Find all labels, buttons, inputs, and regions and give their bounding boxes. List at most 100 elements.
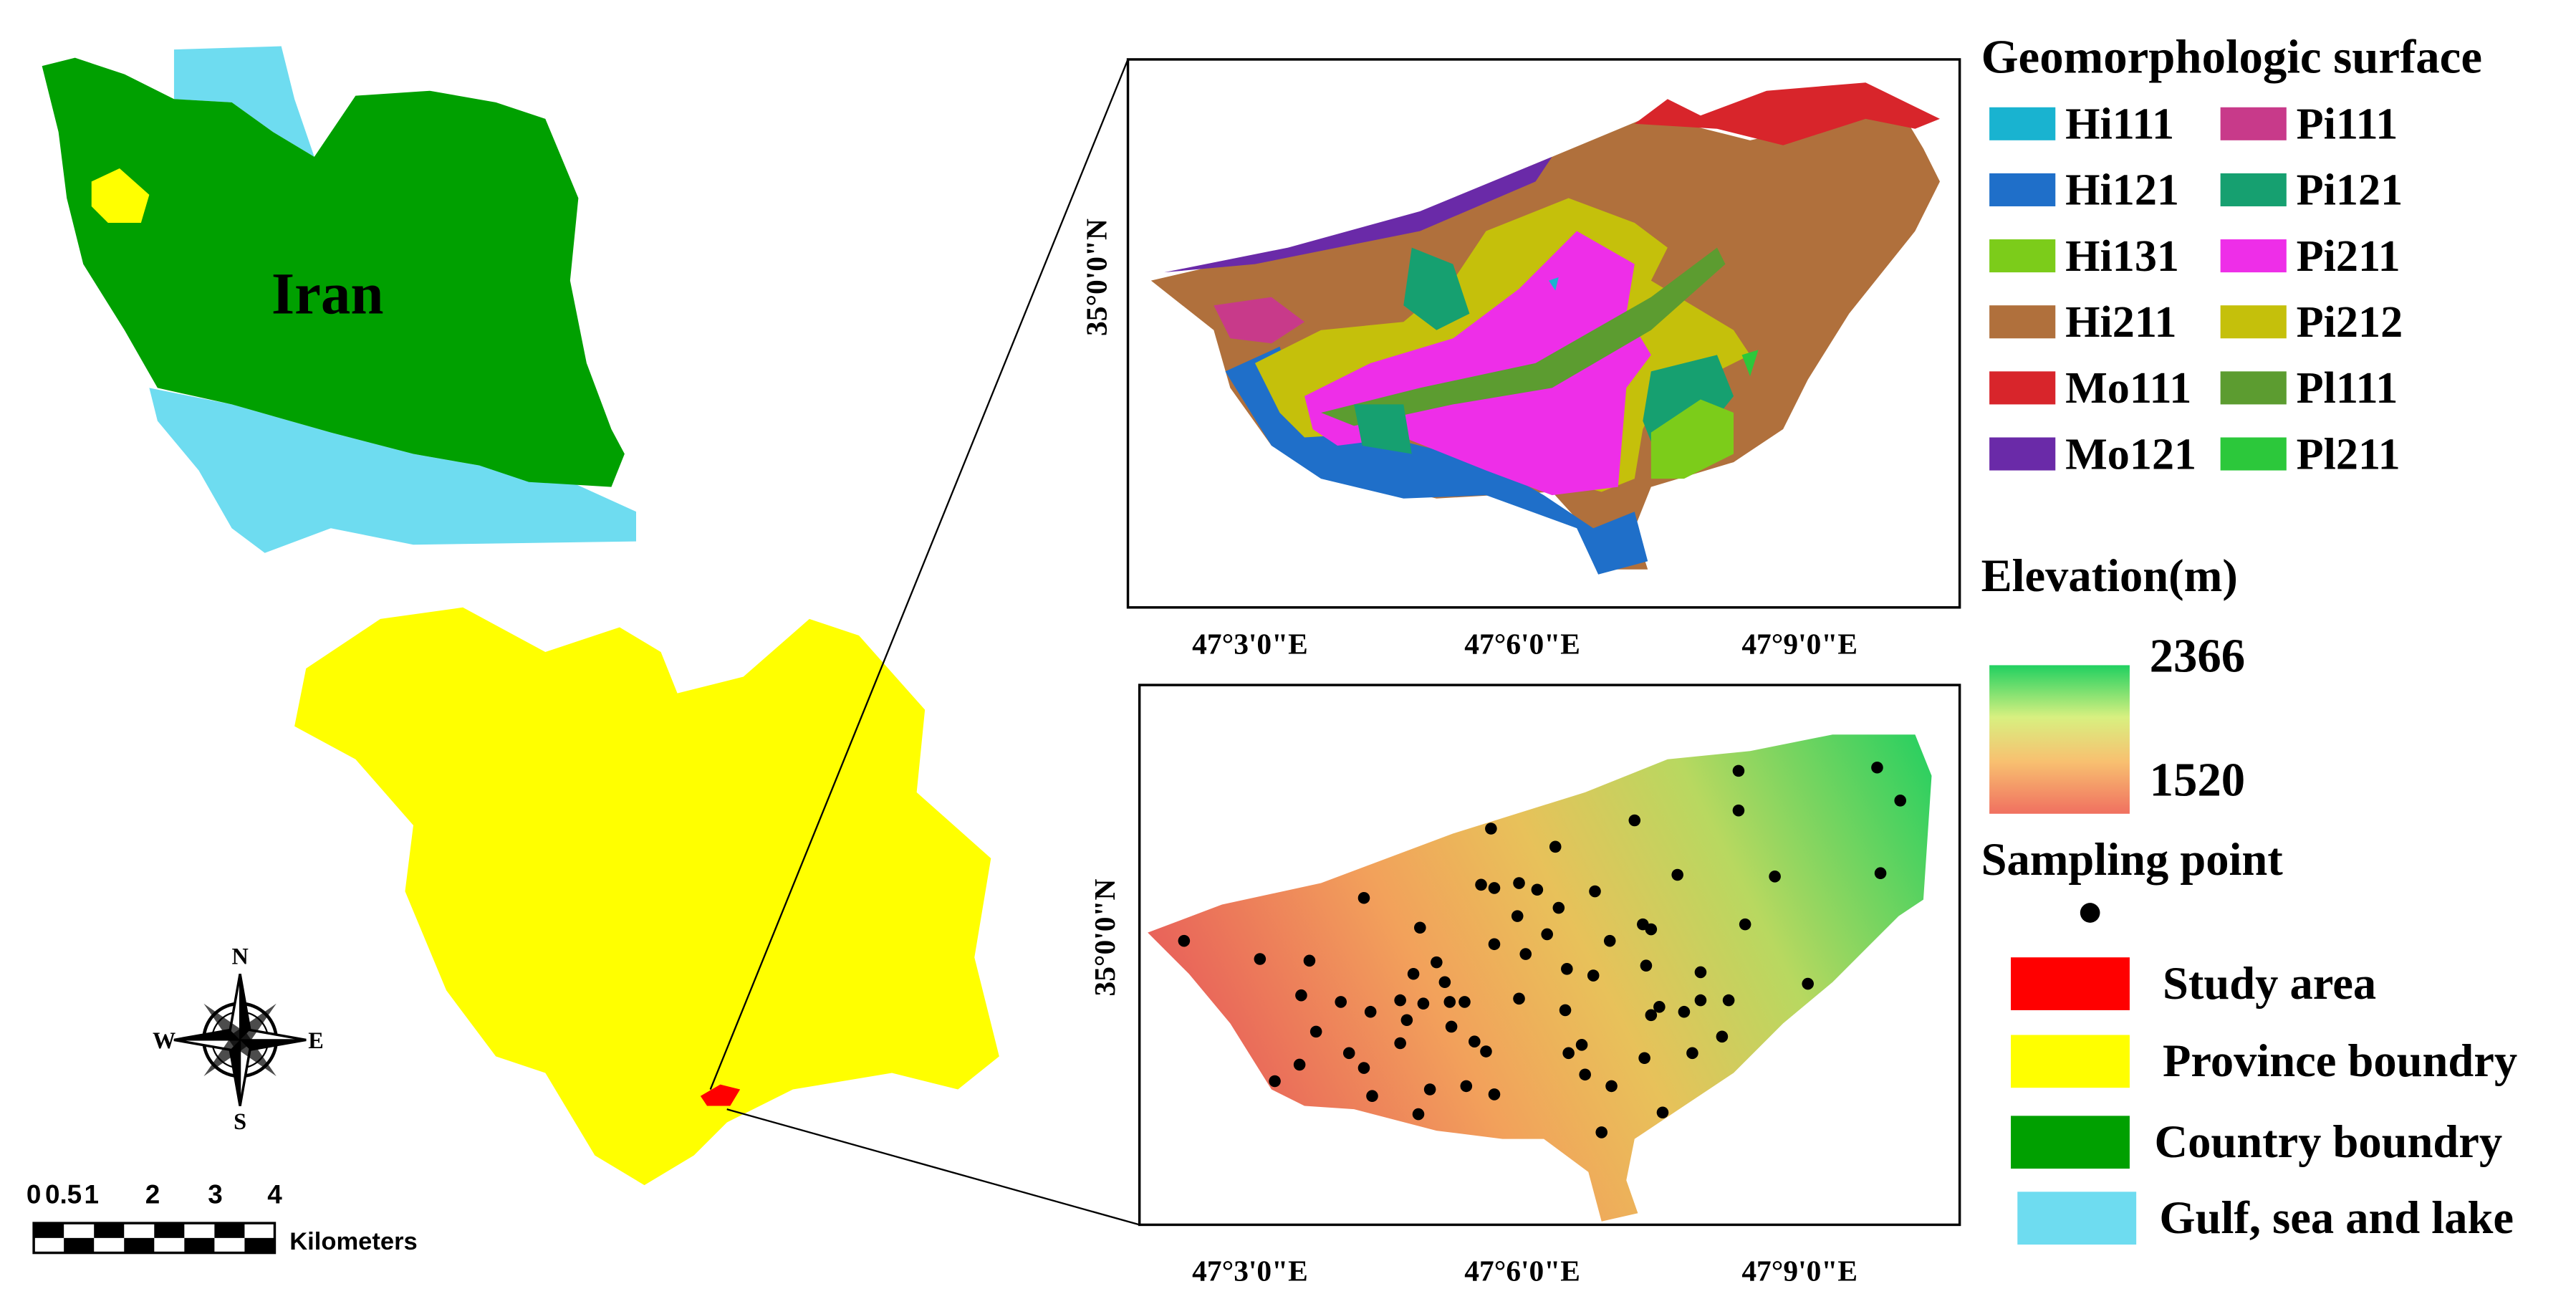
landform-unit: [1213, 297, 1305, 344]
sampling-point: [1732, 764, 1745, 777]
sampling-point: [1769, 871, 1781, 883]
sampling-point: [1732, 804, 1745, 817]
sampling-point: [1603, 934, 1616, 947]
sampling-point: [1488, 1088, 1501, 1101]
elevation-map: [1148, 734, 1932, 1222]
caspian-sea: [173, 46, 314, 157]
x-axis-label: 47°3'0"E: [1192, 1255, 1308, 1288]
sampling-point: [1678, 1005, 1691, 1018]
legend-label: Province boundry: [2163, 1035, 2517, 1086]
legend-label: Hi131: [2065, 232, 2179, 281]
sampling-point: [1335, 996, 1347, 1008]
sampling-point: [1653, 1001, 1666, 1013]
leader-line: [709, 59, 1129, 1090]
sampling-point: [1423, 1083, 1436, 1096]
sampling-point: [1475, 878, 1487, 891]
iran-country: [42, 57, 625, 487]
sampling-point: [1561, 963, 1573, 975]
scale-label: 4: [267, 1179, 282, 1209]
sampling-point: [1303, 954, 1316, 967]
sampling-point: [1739, 918, 1751, 931]
scale-label: 2: [145, 1179, 160, 1209]
elevation-title: Elevation(m): [1981, 550, 2238, 601]
legend-swatch: [2011, 1116, 2130, 1169]
leader-line: [726, 1108, 1140, 1226]
sampling-point: [1541, 928, 1553, 941]
sampling-point: [1412, 1108, 1425, 1121]
x-axis-label: 47°6'0"E: [1464, 627, 1580, 660]
country-label: Iran: [271, 261, 384, 327]
elevation-min: 1520: [2150, 753, 2246, 806]
sampling-point: [1575, 1039, 1588, 1051]
legend-title: Geomorphologic surface: [1981, 30, 2482, 83]
scale-label: 0.5: [45, 1179, 82, 1209]
scale-segment: [124, 1237, 155, 1253]
x-axis-label: 47°6'0"E: [1464, 1255, 1580, 1288]
legend-label: Hi111: [2065, 100, 2174, 149]
legend-swatch: [2011, 957, 2130, 1010]
x-axis-label: 47°9'0"E: [1741, 627, 1857, 660]
sampling-point: [1552, 901, 1565, 914]
scale-segment: [94, 1223, 125, 1238]
legend-label: Hi211: [2065, 298, 2177, 347]
scale-segment: [244, 1237, 275, 1253]
sampling-point: [1638, 1052, 1650, 1065]
sampling-point: [1656, 1106, 1669, 1119]
sampling-point: [1722, 994, 1735, 1007]
sampling-point: [1431, 956, 1443, 969]
legend-label: Pi212: [2297, 298, 2403, 347]
legend-label: Pi211: [2297, 232, 2400, 281]
landform-unit: [1741, 350, 1759, 377]
legend-label: Country boundry: [2154, 1116, 2502, 1167]
sampling-point: [1628, 814, 1641, 827]
legend-swatch: [1989, 239, 2056, 273]
sampling-point: [1605, 1080, 1618, 1093]
sampling-point: [1694, 966, 1707, 979]
sampling-point: [1293, 1058, 1306, 1071]
sampling-point: [1394, 994, 1406, 1007]
legend-swatch: [2220, 107, 2287, 140]
landform-unit: [1225, 346, 1648, 575]
sampling-point: [1686, 1047, 1698, 1060]
scale-segment: [34, 1223, 64, 1238]
sampling-point: [1254, 953, 1267, 965]
sampling-title: Sampling point: [1981, 834, 2284, 885]
compass-e: E: [308, 1027, 324, 1053]
legend-swatch: [2017, 1192, 2137, 1245]
sampling-point: [1587, 969, 1600, 982]
sampling-point: [1511, 910, 1524, 922]
sampling-point: [1309, 1025, 1322, 1038]
scale-label: 0: [27, 1179, 42, 1209]
sampling-point: [1407, 967, 1420, 980]
sampling-point: [1716, 1030, 1729, 1043]
sampling-point: [1469, 1035, 1481, 1047]
landform-unit: [1650, 399, 1734, 479]
sampling-point: [1589, 885, 1601, 898]
sampling-point: [1549, 840, 1562, 853]
sampling-point: [1531, 883, 1544, 896]
compass-s: S: [234, 1108, 246, 1134]
sampling-point: [1438, 976, 1451, 989]
legend-label: Mo111: [2065, 364, 2191, 413]
elevation-ramp: [1989, 665, 2130, 814]
sampling-point: [1519, 948, 1532, 960]
legend-label: Mo121: [2065, 430, 2196, 479]
sampling-point: [1366, 1090, 1378, 1103]
sampling-point: [1295, 989, 1307, 1002]
sampling-point: [1894, 795, 1907, 807]
geomorphology-map: [1150, 82, 1940, 575]
scale-label: 3: [208, 1179, 223, 1209]
legend-swatch: [2011, 1035, 2130, 1088]
scale-unit: Kilometers: [289, 1228, 418, 1255]
sampling-point: [1579, 1068, 1591, 1081]
province: [294, 607, 999, 1186]
sampling-point: [1342, 1047, 1355, 1060]
compass: N S E W: [153, 943, 324, 1133]
sampling-point: [1400, 1014, 1413, 1027]
sampling-point: [1445, 1020, 1458, 1033]
legend-label: Pl211: [2297, 430, 2400, 479]
legend-label: Pi121: [2297, 166, 2403, 215]
compass-w: W: [153, 1027, 176, 1053]
